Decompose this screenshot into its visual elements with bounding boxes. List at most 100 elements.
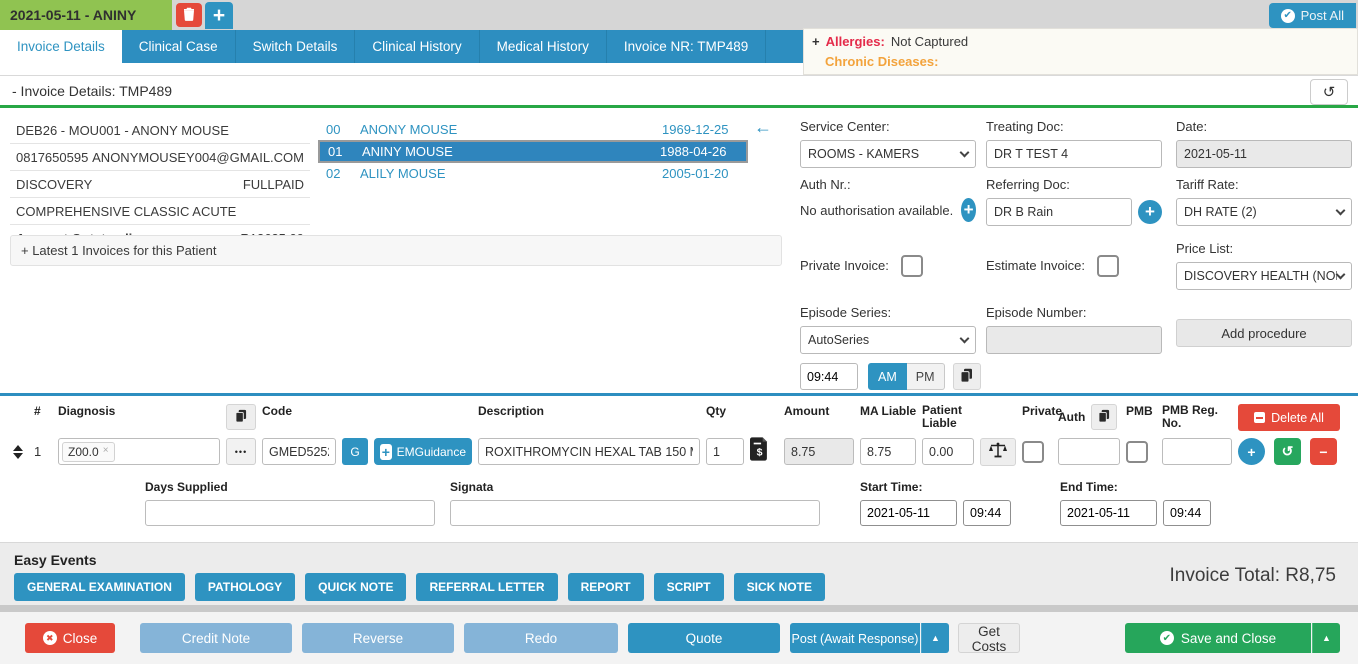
start-time-input[interactable] xyxy=(963,500,1011,526)
footer-action-bar: ✖ Close Credit Note Reverse Redo Quote Po… xyxy=(0,612,1358,664)
copy-diagnosis-button[interactable] xyxy=(226,404,256,430)
svg-text:$: $ xyxy=(757,446,763,458)
private-invoice-checkbox[interactable] xyxy=(901,255,924,277)
date-input[interactable] xyxy=(1176,140,1352,168)
close-button[interactable]: ✖ Close xyxy=(25,623,115,653)
alerts-expand-toggle[interactable]: + xyxy=(812,34,820,49)
generic-lookup-button[interactable]: G xyxy=(342,438,368,465)
post-all-button[interactable]: ✔ Post All xyxy=(1268,3,1356,28)
tab-medical-history[interactable]: Medical History xyxy=(480,30,607,63)
easy-event-quick-note[interactable]: QUICK NOTE xyxy=(305,573,407,601)
quote-button[interactable]: Quote xyxy=(628,623,780,653)
treating-doc-input[interactable] xyxy=(986,140,1162,168)
redo-label: Redo xyxy=(524,630,558,646)
pmb-reg-no-input[interactable] xyxy=(1162,438,1232,465)
signata-input[interactable] xyxy=(450,500,820,526)
start-date-input[interactable] xyxy=(860,500,957,526)
dependant-dob: 1969-12-25 xyxy=(662,122,729,137)
easy-event-pathology[interactable]: PATHOLOGY xyxy=(194,573,296,601)
copy-auth-button[interactable] xyxy=(1091,404,1118,430)
easy-event-sick-note[interactable]: SICK NOTE xyxy=(733,573,825,601)
pm-button[interactable]: PM xyxy=(906,363,945,390)
tab-clinical-history[interactable]: Clinical History xyxy=(355,30,480,63)
easy-event-label: SCRIPT xyxy=(666,580,711,594)
col-auth: Auth xyxy=(1058,404,1120,430)
private-invoice-field: Private Invoice: xyxy=(800,255,1000,277)
estimate-invoice-checkbox[interactable] xyxy=(1097,255,1120,277)
emguidance-button[interactable]: + EMGuidance xyxy=(374,438,472,465)
tab-invoice-nr[interactable]: Invoice NR: TMP489 xyxy=(607,30,767,63)
tab-clinical-case[interactable]: Clinical Case xyxy=(122,30,236,63)
invoice-time-input[interactable] xyxy=(800,363,858,390)
reverse-button[interactable]: Reverse xyxy=(302,623,454,653)
credit-note-button[interactable]: Credit Note xyxy=(140,623,292,653)
dependant-code: 01 xyxy=(328,144,343,159)
history-button[interactable]: ↺ xyxy=(1310,79,1348,105)
episode-series-select[interactable]: AutoSeries xyxy=(800,326,976,354)
get-costs-button[interactable]: Get Costs xyxy=(958,623,1020,654)
end-time-input[interactable] xyxy=(1163,500,1211,526)
description-input[interactable] xyxy=(478,438,700,465)
session-tab[interactable]: 2021-05-11 - ANINY xyxy=(0,0,172,30)
referring-doc-field: Referring Doc: + xyxy=(986,177,1162,226)
trash-icon xyxy=(183,7,195,24)
list-item[interactable]: 02 ALILY MOUSE 2005-01-20 xyxy=(318,163,748,184)
invoice-total: Invoice Total: R8,75 xyxy=(1169,565,1336,586)
redo-button[interactable]: Redo xyxy=(464,623,618,653)
diagnosis-more-button[interactable]: ••• xyxy=(226,438,256,465)
delete-all-button[interactable]: Delete All xyxy=(1238,404,1340,431)
private-checkbox[interactable] xyxy=(1022,440,1044,463)
episode-number-input[interactable] xyxy=(986,326,1162,354)
easy-event-general-examination[interactable]: GENERAL EXAMINATION xyxy=(14,573,185,601)
list-item[interactable]: 00 ANONY MOUSE 1969-12-25 xyxy=(318,119,748,140)
delete-session-button[interactable] xyxy=(176,3,202,27)
easy-event-script[interactable]: SCRIPT xyxy=(653,573,724,601)
row-drag-handle[interactable] xyxy=(8,444,28,459)
invoice-dollar-icon[interactable]: $ xyxy=(750,437,778,466)
referring-doc-input[interactable] xyxy=(986,198,1132,226)
days-supplied-input[interactable] xyxy=(145,500,435,526)
qty-input[interactable] xyxy=(706,438,744,465)
add-invoice-tab-button[interactable]: + xyxy=(205,2,233,29)
add-procedure-button[interactable]: Add procedure xyxy=(1176,319,1352,347)
code-input[interactable] xyxy=(262,438,336,465)
dependant-code: 02 xyxy=(326,166,341,181)
pmb-checkbox[interactable] xyxy=(1126,440,1148,463)
diagnosis-input[interactable]: Z00.0 × xyxy=(58,438,220,465)
post-options-toggle[interactable]: ▲ xyxy=(921,623,949,653)
easy-event-report[interactable]: REPORT xyxy=(567,573,644,601)
post-await-response-button[interactable]: Post (Await Response) xyxy=(790,623,920,653)
patient-liable-input[interactable] xyxy=(922,438,974,465)
latest-invoices-toggle[interactable]: + Latest 1 Invoices for this Patient xyxy=(10,235,782,266)
dependant-code: 00 xyxy=(326,122,341,137)
tab-switch-details[interactable]: Switch Details xyxy=(236,30,356,63)
easy-event-referral-letter[interactable]: REFERRAL LETTER xyxy=(416,573,558,601)
end-date-input[interactable] xyxy=(1060,500,1157,526)
undo-row-button[interactable]: ↺ xyxy=(1274,438,1301,465)
invoice-time-field: AM PM xyxy=(800,363,1060,390)
invoice-details-content: DEB26 - MOU001 - ANONY MOUSE 0817650595 A… xyxy=(0,111,1358,393)
save-options-toggle[interactable]: ▲ xyxy=(1312,623,1340,653)
add-row-button[interactable]: + xyxy=(1238,438,1265,465)
chip-remove-icon[interactable]: × xyxy=(102,444,109,456)
list-item-selected[interactable]: 01 ANINY MOUSE 1988-04-26 ← xyxy=(318,117,772,163)
close-circle-icon: ✖ xyxy=(42,631,57,645)
save-and-close-button[interactable]: ✔ Save and Close xyxy=(1125,623,1311,653)
price-list-select[interactable]: DISCOVERY HEALTH (NON-NET xyxy=(1176,262,1352,290)
email-address: ANONYMOUSEY004@GMAIL.COM xyxy=(92,149,304,165)
service-center-select[interactable]: ROOMS - KAMERS xyxy=(800,140,976,168)
auth-input[interactable] xyxy=(1058,438,1120,465)
am-button[interactable]: AM xyxy=(868,363,907,390)
balance-scale-button[interactable] xyxy=(980,437,1016,466)
ma-liable-input[interactable] xyxy=(860,438,916,465)
amount-input[interactable] xyxy=(784,438,854,465)
tab-label: Medical History xyxy=(496,39,589,54)
remove-row-button[interactable]: − xyxy=(1310,438,1337,465)
tab-invoice-details[interactable]: Invoice Details xyxy=(0,30,122,63)
add-authorisation-button[interactable]: + xyxy=(961,198,976,222)
copy-time-button[interactable] xyxy=(952,363,981,390)
add-referring-doc-button[interactable]: + xyxy=(1138,200,1162,224)
col-patient-liable: Patient Liable xyxy=(922,403,963,430)
pm-label: PM xyxy=(915,369,935,384)
tariff-rate-select[interactable]: DH RATE (2) xyxy=(1176,198,1352,226)
